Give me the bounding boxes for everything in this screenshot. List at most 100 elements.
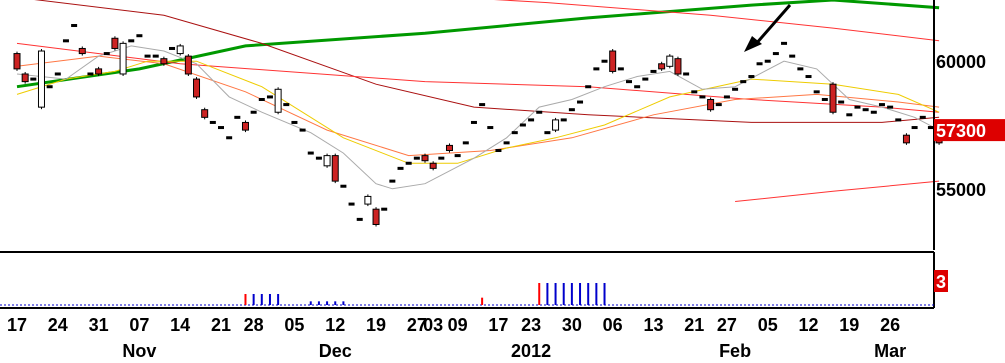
date-tick-label: 05 bbox=[758, 315, 778, 335]
candle bbox=[144, 54, 151, 58]
candle bbox=[715, 103, 722, 107]
date-tick-label: 27 bbox=[407, 315, 427, 335]
candle bbox=[283, 103, 290, 107]
candle bbox=[87, 72, 94, 76]
candle bbox=[454, 154, 461, 158]
date-tick-label: 26 bbox=[880, 315, 900, 335]
moving-average-line bbox=[16, 0, 940, 89]
candle bbox=[421, 155, 429, 162]
date-tick-label: 13 bbox=[643, 315, 663, 335]
annotation-arrow-head bbox=[744, 36, 762, 52]
price-tick-label: 60000 bbox=[936, 52, 986, 72]
candle bbox=[356, 217, 363, 221]
candle bbox=[323, 155, 331, 167]
price-axis: 60000 55000 57300 bbox=[934, 52, 1005, 200]
candle bbox=[487, 126, 494, 130]
date-tick-label: 23 bbox=[521, 315, 541, 335]
candle bbox=[381, 207, 388, 211]
candle bbox=[37, 50, 45, 108]
month-axis: Nov Dec 2012 Feb Mar bbox=[122, 341, 906, 361]
candle bbox=[348, 202, 355, 206]
candle bbox=[119, 42, 127, 75]
candle bbox=[103, 52, 110, 56]
candle bbox=[54, 72, 61, 76]
candle bbox=[617, 67, 624, 71]
candle bbox=[902, 134, 910, 144]
month-label: Feb bbox=[719, 341, 751, 361]
candle bbox=[707, 98, 715, 111]
volume-badge bbox=[934, 270, 948, 292]
date-tick-label: 19 bbox=[366, 315, 386, 335]
candle bbox=[266, 95, 273, 99]
candle bbox=[95, 68, 103, 75]
candle bbox=[797, 67, 804, 71]
candle bbox=[78, 47, 86, 55]
candle bbox=[666, 55, 674, 67]
candle bbox=[30, 77, 37, 81]
candle bbox=[176, 45, 184, 55]
candle bbox=[764, 59, 771, 63]
moving-average-line bbox=[16, 42, 940, 113]
candle bbox=[372, 208, 380, 225]
date-tick-label: 06 bbox=[603, 315, 623, 335]
candle bbox=[152, 54, 159, 58]
candle bbox=[46, 85, 53, 89]
month-label: Mar bbox=[874, 341, 906, 361]
candle bbox=[71, 24, 78, 28]
candle bbox=[658, 63, 666, 70]
candle bbox=[536, 110, 543, 114]
candle bbox=[13, 53, 21, 70]
last-price-label: 57300 bbox=[936, 121, 986, 141]
candle bbox=[250, 110, 257, 114]
candle bbox=[111, 37, 119, 49]
candle bbox=[21, 73, 29, 83]
date-tick-label: 31 bbox=[89, 315, 109, 335]
candle bbox=[919, 115, 926, 119]
date-tick-label: 19 bbox=[839, 315, 859, 335]
moving-average-lines bbox=[16, 0, 940, 202]
candle bbox=[307, 151, 314, 155]
moving-average-line bbox=[493, 0, 940, 42]
candle bbox=[862, 108, 869, 112]
candle bbox=[193, 78, 201, 98]
plot-area bbox=[13, 0, 943, 227]
candle bbox=[462, 141, 469, 145]
candle bbox=[732, 87, 739, 91]
candle bbox=[821, 97, 828, 101]
month-label: Dec bbox=[319, 341, 352, 361]
candle bbox=[846, 113, 853, 117]
candle bbox=[593, 67, 600, 71]
volume-bars bbox=[0, 283, 934, 306]
candle bbox=[781, 41, 788, 45]
candle bbox=[723, 95, 730, 99]
volume-panel: 3 bbox=[0, 270, 948, 306]
candle bbox=[887, 105, 894, 109]
volume-label: 3 bbox=[936, 272, 946, 292]
candle bbox=[128, 39, 135, 43]
candle bbox=[136, 34, 143, 38]
date-tick-label: 12 bbox=[799, 315, 819, 335]
moving-average-line bbox=[16, 60, 940, 164]
candle bbox=[642, 77, 649, 81]
candle bbox=[748, 75, 755, 79]
candle bbox=[241, 121, 249, 131]
moving-average-line bbox=[34, 0, 940, 123]
date-tick-label: 21 bbox=[684, 315, 704, 335]
candle bbox=[772, 52, 779, 56]
candle bbox=[813, 90, 820, 94]
candle bbox=[870, 110, 877, 114]
candle bbox=[609, 50, 617, 72]
candle bbox=[429, 162, 437, 169]
candle bbox=[413, 156, 420, 160]
date-tick-label: 21 bbox=[211, 315, 231, 335]
candle bbox=[495, 149, 502, 153]
candle bbox=[854, 105, 861, 109]
candle bbox=[911, 126, 918, 130]
moving-average-line bbox=[16, 45, 940, 190]
candle bbox=[503, 141, 510, 145]
candle bbox=[895, 118, 902, 122]
date-tick-label: 28 bbox=[244, 315, 264, 335]
candle bbox=[364, 195, 372, 205]
